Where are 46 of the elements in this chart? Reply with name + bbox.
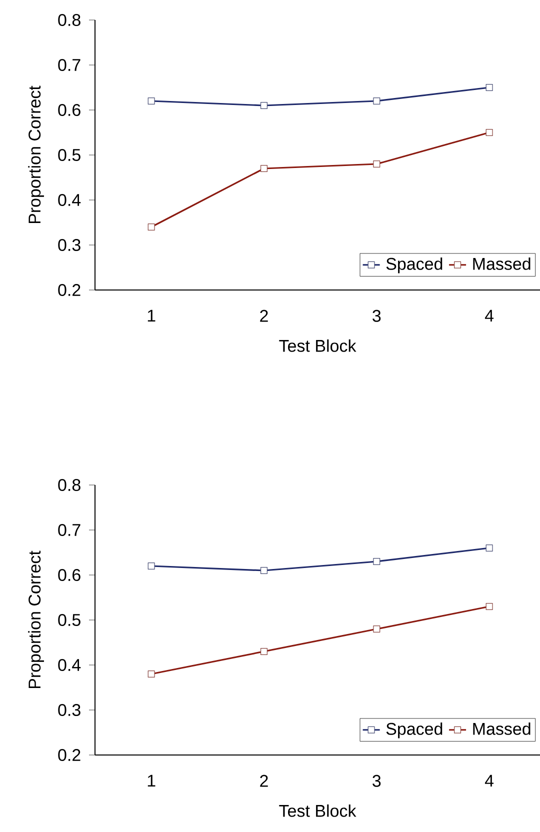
y-tick-label: 0.6 — [58, 104, 80, 116]
y-tick-label: 0.4 — [58, 194, 81, 206]
point — [373, 558, 380, 566]
y-tick-label: 0.6 — [58, 568, 80, 582]
x-tick-label: 2 — [260, 774, 268, 787]
x-tick-label: 3 — [372, 774, 381, 787]
legend-label: Massed — [473, 257, 530, 270]
x-tick-label: 1 — [148, 774, 156, 787]
point — [260, 164, 268, 172]
point — [373, 626, 380, 633]
point — [148, 223, 155, 230]
y-tick-label: 0.7 — [58, 58, 80, 72]
point — [486, 544, 493, 552]
legend-label: Spaced — [386, 722, 442, 738]
point — [373, 97, 380, 104]
x-tick-label: 3 — [372, 310, 381, 322]
point — [148, 562, 155, 570]
y-tick-label: 0.7 — [58, 524, 80, 536]
y-tick-label: 0.4 — [58, 658, 81, 672]
y-tick-label: 0.8 — [58, 478, 80, 492]
point — [148, 670, 155, 678]
y-tick-label: 0.2 — [58, 748, 80, 762]
y-tick-label: 0.5 — [58, 148, 80, 162]
x-axis-title: Test Block — [279, 339, 356, 352]
point — [260, 102, 268, 109]
x-tick-label: 2 — [260, 310, 268, 322]
y-tick-label: 0.3 — [58, 238, 80, 252]
y-axis-title: Proportion Correct — [28, 86, 44, 224]
point — [486, 603, 493, 610]
y-axis-title: Proportion Correct — [28, 550, 44, 688]
point — [260, 567, 268, 574]
point — [260, 648, 268, 656]
y-tick-label: 0.2 — [58, 284, 80, 296]
point — [486, 128, 493, 136]
x-tick-label: 1 — [148, 310, 156, 322]
x-tick-label: 4 — [484, 310, 494, 322]
y-tick-label: 0.5 — [58, 614, 80, 626]
x-axis-title: Test Block — [279, 804, 356, 817]
legend-label: Spaced — [386, 257, 442, 274]
y-tick-label: 0.8 — [58, 14, 80, 26]
y-tick-label: 0.3 — [58, 704, 80, 716]
point — [486, 84, 493, 91]
point — [148, 97, 155, 104]
legend-label: Massed — [473, 722, 530, 735]
x-tick-label: 4 — [484, 774, 494, 787]
point — [373, 160, 380, 168]
